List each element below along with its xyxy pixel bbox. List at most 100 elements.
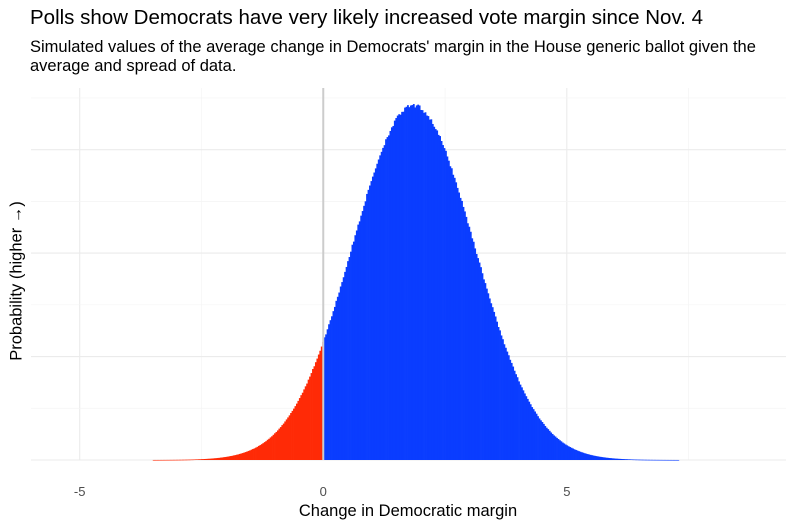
x-tick-label: 5: [563, 484, 570, 499]
histogram-bar: [605, 457, 608, 460]
histogram-bar: [392, 125, 395, 460]
histogram-bar: [399, 114, 402, 461]
histogram-bar: [287, 417, 290, 460]
histogram-bar: [240, 453, 243, 460]
histogram-bar: [383, 145, 386, 460]
histogram-bar: [380, 151, 383, 460]
histogram-bar: [560, 441, 563, 460]
histogram-bar: [294, 406, 297, 460]
histogram-bar: [509, 359, 512, 460]
histogram-bar: [477, 258, 479, 460]
histogram-bar: [623, 459, 626, 460]
histogram-bar: [670, 459, 672, 461]
histogram-bar: [323, 337, 326, 460]
histogram-bar: [222, 457, 225, 460]
histogram-bar: [256, 446, 259, 460]
histogram-bar: [230, 456, 233, 460]
histogram-bar: [566, 445, 569, 460]
histogram-bar: [506, 351, 509, 460]
histogram-bar: [525, 396, 528, 460]
histogram-bar: [170, 459, 173, 461]
histogram-bar: [364, 201, 367, 461]
histogram-bar: [485, 288, 488, 460]
histogram-bar: [497, 327, 500, 460]
histogram-bar: [386, 137, 389, 460]
histogram-bar: [206, 458, 209, 460]
histogram-bar: [370, 181, 373, 460]
histogram-bar: [164, 459, 167, 461]
histogram-bar: [427, 116, 430, 460]
histogram-bar: [255, 447, 257, 460]
histogram-bar: [548, 430, 551, 460]
histogram-bar: [190, 459, 193, 461]
histogram-bar: [428, 119, 431, 461]
histogram-bar: [328, 324, 330, 460]
histogram-bar: [376, 163, 379, 460]
histogram-bar: [214, 458, 216, 460]
histogram-bar: [420, 109, 423, 460]
histogram-bar: [635, 459, 637, 461]
histogram-bar: [604, 457, 607, 460]
histogram-bar: [646, 459, 649, 461]
histogram-bar: [249, 450, 252, 460]
histogram-bar: [426, 115, 428, 460]
histogram-bar: [227, 456, 230, 460]
histogram-bar: [534, 411, 536, 460]
histogram-bar: [173, 459, 176, 461]
histogram-bar: [430, 119, 433, 461]
histogram-bar: [480, 267, 482, 460]
histogram-bar: [418, 105, 421, 461]
histogram-bar: [279, 427, 282, 460]
histogram-bar: [629, 459, 631, 460]
histogram-bar: [345, 266, 348, 460]
histogram-bar: [215, 458, 218, 460]
histogram-bar: [487, 293, 490, 460]
histogram-bar: [407, 105, 409, 460]
x-tick-label: 0: [320, 484, 327, 499]
histogram-bar: [183, 459, 186, 461]
histogram-bar: [379, 155, 382, 460]
histogram-bar: [488, 298, 491, 460]
histogram-bar: [665, 459, 668, 461]
histogram-bar: [263, 442, 266, 460]
histogram-bar: [515, 374, 517, 460]
histogram-bar: [547, 429, 550, 460]
histogram-bar: [611, 458, 614, 460]
histogram-bar: [412, 104, 415, 460]
histogram-bar: [461, 200, 463, 460]
histogram-bar: [503, 344, 506, 460]
histogram-bar: [219, 457, 222, 460]
histogram-bar: [642, 459, 645, 461]
histogram-bar: [237, 454, 240, 460]
histogram-bar: [388, 135, 390, 460]
histogram-bar: [224, 457, 227, 460]
histogram-bar: [512, 366, 515, 460]
histogram-bar: [502, 339, 504, 460]
histogram-bar: [231, 455, 234, 460]
histogram-bar: [588, 454, 591, 460]
histogram-bar: [610, 458, 612, 460]
histogram-bar: [396, 115, 399, 460]
histogram-bar: [298, 398, 301, 460]
histogram-bar: [389, 130, 392, 460]
histogram-bar: [499, 330, 501, 460]
histogram-bar: [268, 438, 271, 460]
histogram-bar: [351, 244, 354, 460]
histogram-bar: [154, 459, 157, 461]
histogram-bar: [481, 273, 484, 460]
histogram-bar: [464, 211, 466, 460]
histogram-bar: [656, 459, 659, 461]
histogram-bar: [196, 459, 199, 460]
histogram-bar: [221, 457, 224, 460]
histogram-bar: [423, 112, 425, 461]
histogram-bar: [640, 459, 643, 461]
histogram-bar: [523, 393, 526, 460]
histogram-bar: [189, 459, 192, 461]
histogram-bar: [491, 307, 494, 460]
histogram-bar: [434, 129, 437, 461]
histogram-bar: [415, 105, 418, 460]
histogram-bar: [595, 456, 598, 460]
histogram-bar: [633, 459, 636, 461]
histogram-bar: [496, 321, 498, 460]
